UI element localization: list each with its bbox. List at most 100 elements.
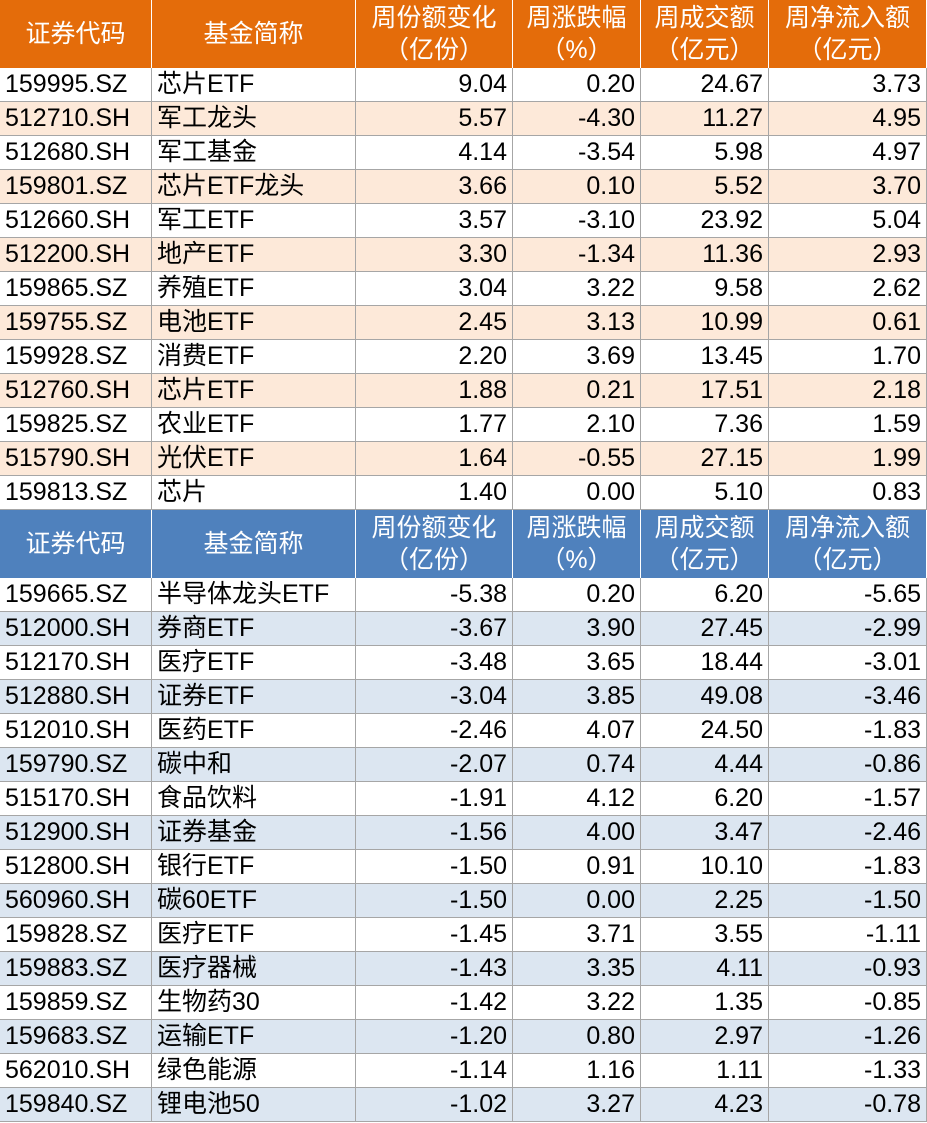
table-cell: 3.57 bbox=[356, 204, 513, 238]
table-cell: 3.73 bbox=[769, 68, 927, 102]
table-cell: 军工龙头 bbox=[152, 102, 356, 136]
table-cell: 4.07 bbox=[513, 714, 641, 748]
table-cell: -3.46 bbox=[769, 680, 927, 714]
table-cell: 证券基金 bbox=[152, 816, 356, 850]
table-cell: -1.45 bbox=[356, 918, 513, 952]
table-cell: -2.99 bbox=[769, 612, 927, 646]
table-cell: -1.02 bbox=[356, 1088, 513, 1122]
header-text: （亿元） bbox=[797, 36, 898, 64]
table-cell: 绿色能源 bbox=[152, 1054, 356, 1088]
table-cell: 医疗ETF bbox=[152, 918, 356, 952]
header-cell: 基金简称 bbox=[152, 0, 356, 68]
table-cell: -1.26 bbox=[769, 1020, 927, 1054]
table-cell: 3.04 bbox=[356, 272, 513, 306]
table-cell: -2.46 bbox=[356, 714, 513, 748]
header-text: （亿份） bbox=[383, 36, 484, 64]
table-cell: -3.48 bbox=[356, 646, 513, 680]
table-cell: 0.00 bbox=[513, 476, 641, 510]
table-cell: 3.65 bbox=[513, 646, 641, 680]
header-text: 周成交额 bbox=[654, 514, 755, 542]
table-cell: 军工ETF bbox=[152, 204, 356, 238]
table-cell: 券商ETF bbox=[152, 612, 356, 646]
table-cell: -1.42 bbox=[356, 986, 513, 1020]
table-cell: 6.20 bbox=[641, 578, 769, 612]
header-cell: 周净流入额 （亿元） bbox=[769, 0, 927, 68]
table-cell: 4.11 bbox=[641, 952, 769, 986]
table-cell: -5.38 bbox=[356, 578, 513, 612]
table-cell: -4.30 bbox=[513, 102, 641, 136]
table-cell: -1.50 bbox=[356, 850, 513, 884]
table-cell: 0.21 bbox=[513, 374, 641, 408]
table-cell: 159995.SZ bbox=[0, 68, 152, 102]
table-cell: -3.67 bbox=[356, 612, 513, 646]
header-text: （亿元） bbox=[654, 36, 755, 64]
table-cell: -1.56 bbox=[356, 816, 513, 850]
table-cell: 0.61 bbox=[769, 306, 927, 340]
table-cell: 3.70 bbox=[769, 170, 927, 204]
header-cell: 基金简称 bbox=[152, 510, 356, 578]
table-cell: 医药ETF bbox=[152, 714, 356, 748]
table-cell: 半导体龙头ETF bbox=[152, 578, 356, 612]
table-cell: 1.88 bbox=[356, 374, 513, 408]
header-text: 周涨跌幅 bbox=[526, 4, 627, 32]
table-cell: 27.45 bbox=[641, 612, 769, 646]
table-cell: 10.10 bbox=[641, 850, 769, 884]
table-cell: 1.59 bbox=[769, 408, 927, 442]
table-cell: 农业ETF bbox=[152, 408, 356, 442]
table-cell: 1.64 bbox=[356, 442, 513, 476]
header-cell: 周涨跌幅 （%） bbox=[513, 510, 641, 578]
table-cell: 159928.SZ bbox=[0, 340, 152, 374]
table-cell: 3.90 bbox=[513, 612, 641, 646]
table-cell: 3.69 bbox=[513, 340, 641, 374]
table-cell: 3.71 bbox=[513, 918, 641, 952]
table-cell: 3.66 bbox=[356, 170, 513, 204]
table-cell: 地产ETF bbox=[152, 238, 356, 272]
table-cell: -3.01 bbox=[769, 646, 927, 680]
table-cell: 3.22 bbox=[513, 986, 641, 1020]
table-cell: 7.36 bbox=[641, 408, 769, 442]
header-cell: 周份额变化 （亿份） bbox=[356, 510, 513, 578]
table-cell: 2.97 bbox=[641, 1020, 769, 1054]
header-text: 证券代码 bbox=[25, 530, 126, 558]
table-cell: 3.13 bbox=[513, 306, 641, 340]
table-cell: 0.91 bbox=[513, 850, 641, 884]
header-cell: 证券代码 bbox=[0, 0, 152, 68]
table-cell: 0.80 bbox=[513, 1020, 641, 1054]
table-cell: 13.45 bbox=[641, 340, 769, 374]
table-cell: 515790.SH bbox=[0, 442, 152, 476]
table-cell: 碳60ETF bbox=[152, 884, 356, 918]
table-cell: 0.10 bbox=[513, 170, 641, 204]
table-cell: 3.47 bbox=[641, 816, 769, 850]
table-cell: 159840.SZ bbox=[0, 1088, 152, 1122]
header-text: 周净流入额 bbox=[784, 4, 910, 32]
table-cell: 159755.SZ bbox=[0, 306, 152, 340]
table-cell: 4.44 bbox=[641, 748, 769, 782]
table-cell: 芯片ETF bbox=[152, 68, 356, 102]
table-cell: 4.00 bbox=[513, 816, 641, 850]
table-cell: 24.67 bbox=[641, 68, 769, 102]
table-cell: -0.78 bbox=[769, 1088, 927, 1122]
table-cell: 3.55 bbox=[641, 918, 769, 952]
table-cell: 515170.SH bbox=[0, 782, 152, 816]
table-cell: 5.04 bbox=[769, 204, 927, 238]
header-text: 周份额变化 bbox=[371, 4, 497, 32]
table-cell: -5.65 bbox=[769, 578, 927, 612]
table-cell: -1.14 bbox=[356, 1054, 513, 1088]
header-text: （%） bbox=[540, 546, 613, 574]
table-cell: 18.44 bbox=[641, 646, 769, 680]
table-cell: 生物药30 bbox=[152, 986, 356, 1020]
header-text: 证券代码 bbox=[25, 20, 126, 48]
table-cell: -0.86 bbox=[769, 748, 927, 782]
table-cell: -1.11 bbox=[769, 918, 927, 952]
table-cell: 3.85 bbox=[513, 680, 641, 714]
table-cell: 512710.SH bbox=[0, 102, 152, 136]
table-cell: -0.85 bbox=[769, 986, 927, 1020]
table-cell: 3.27 bbox=[513, 1088, 641, 1122]
table-cell: 1.16 bbox=[513, 1054, 641, 1088]
table-cell: 2.93 bbox=[769, 238, 927, 272]
table-cell: 2.10 bbox=[513, 408, 641, 442]
table-cell: 食品饮料 bbox=[152, 782, 356, 816]
table-cell: -3.04 bbox=[356, 680, 513, 714]
table-cell: 512800.SH bbox=[0, 850, 152, 884]
header-text: 周净流入额 bbox=[784, 514, 910, 542]
